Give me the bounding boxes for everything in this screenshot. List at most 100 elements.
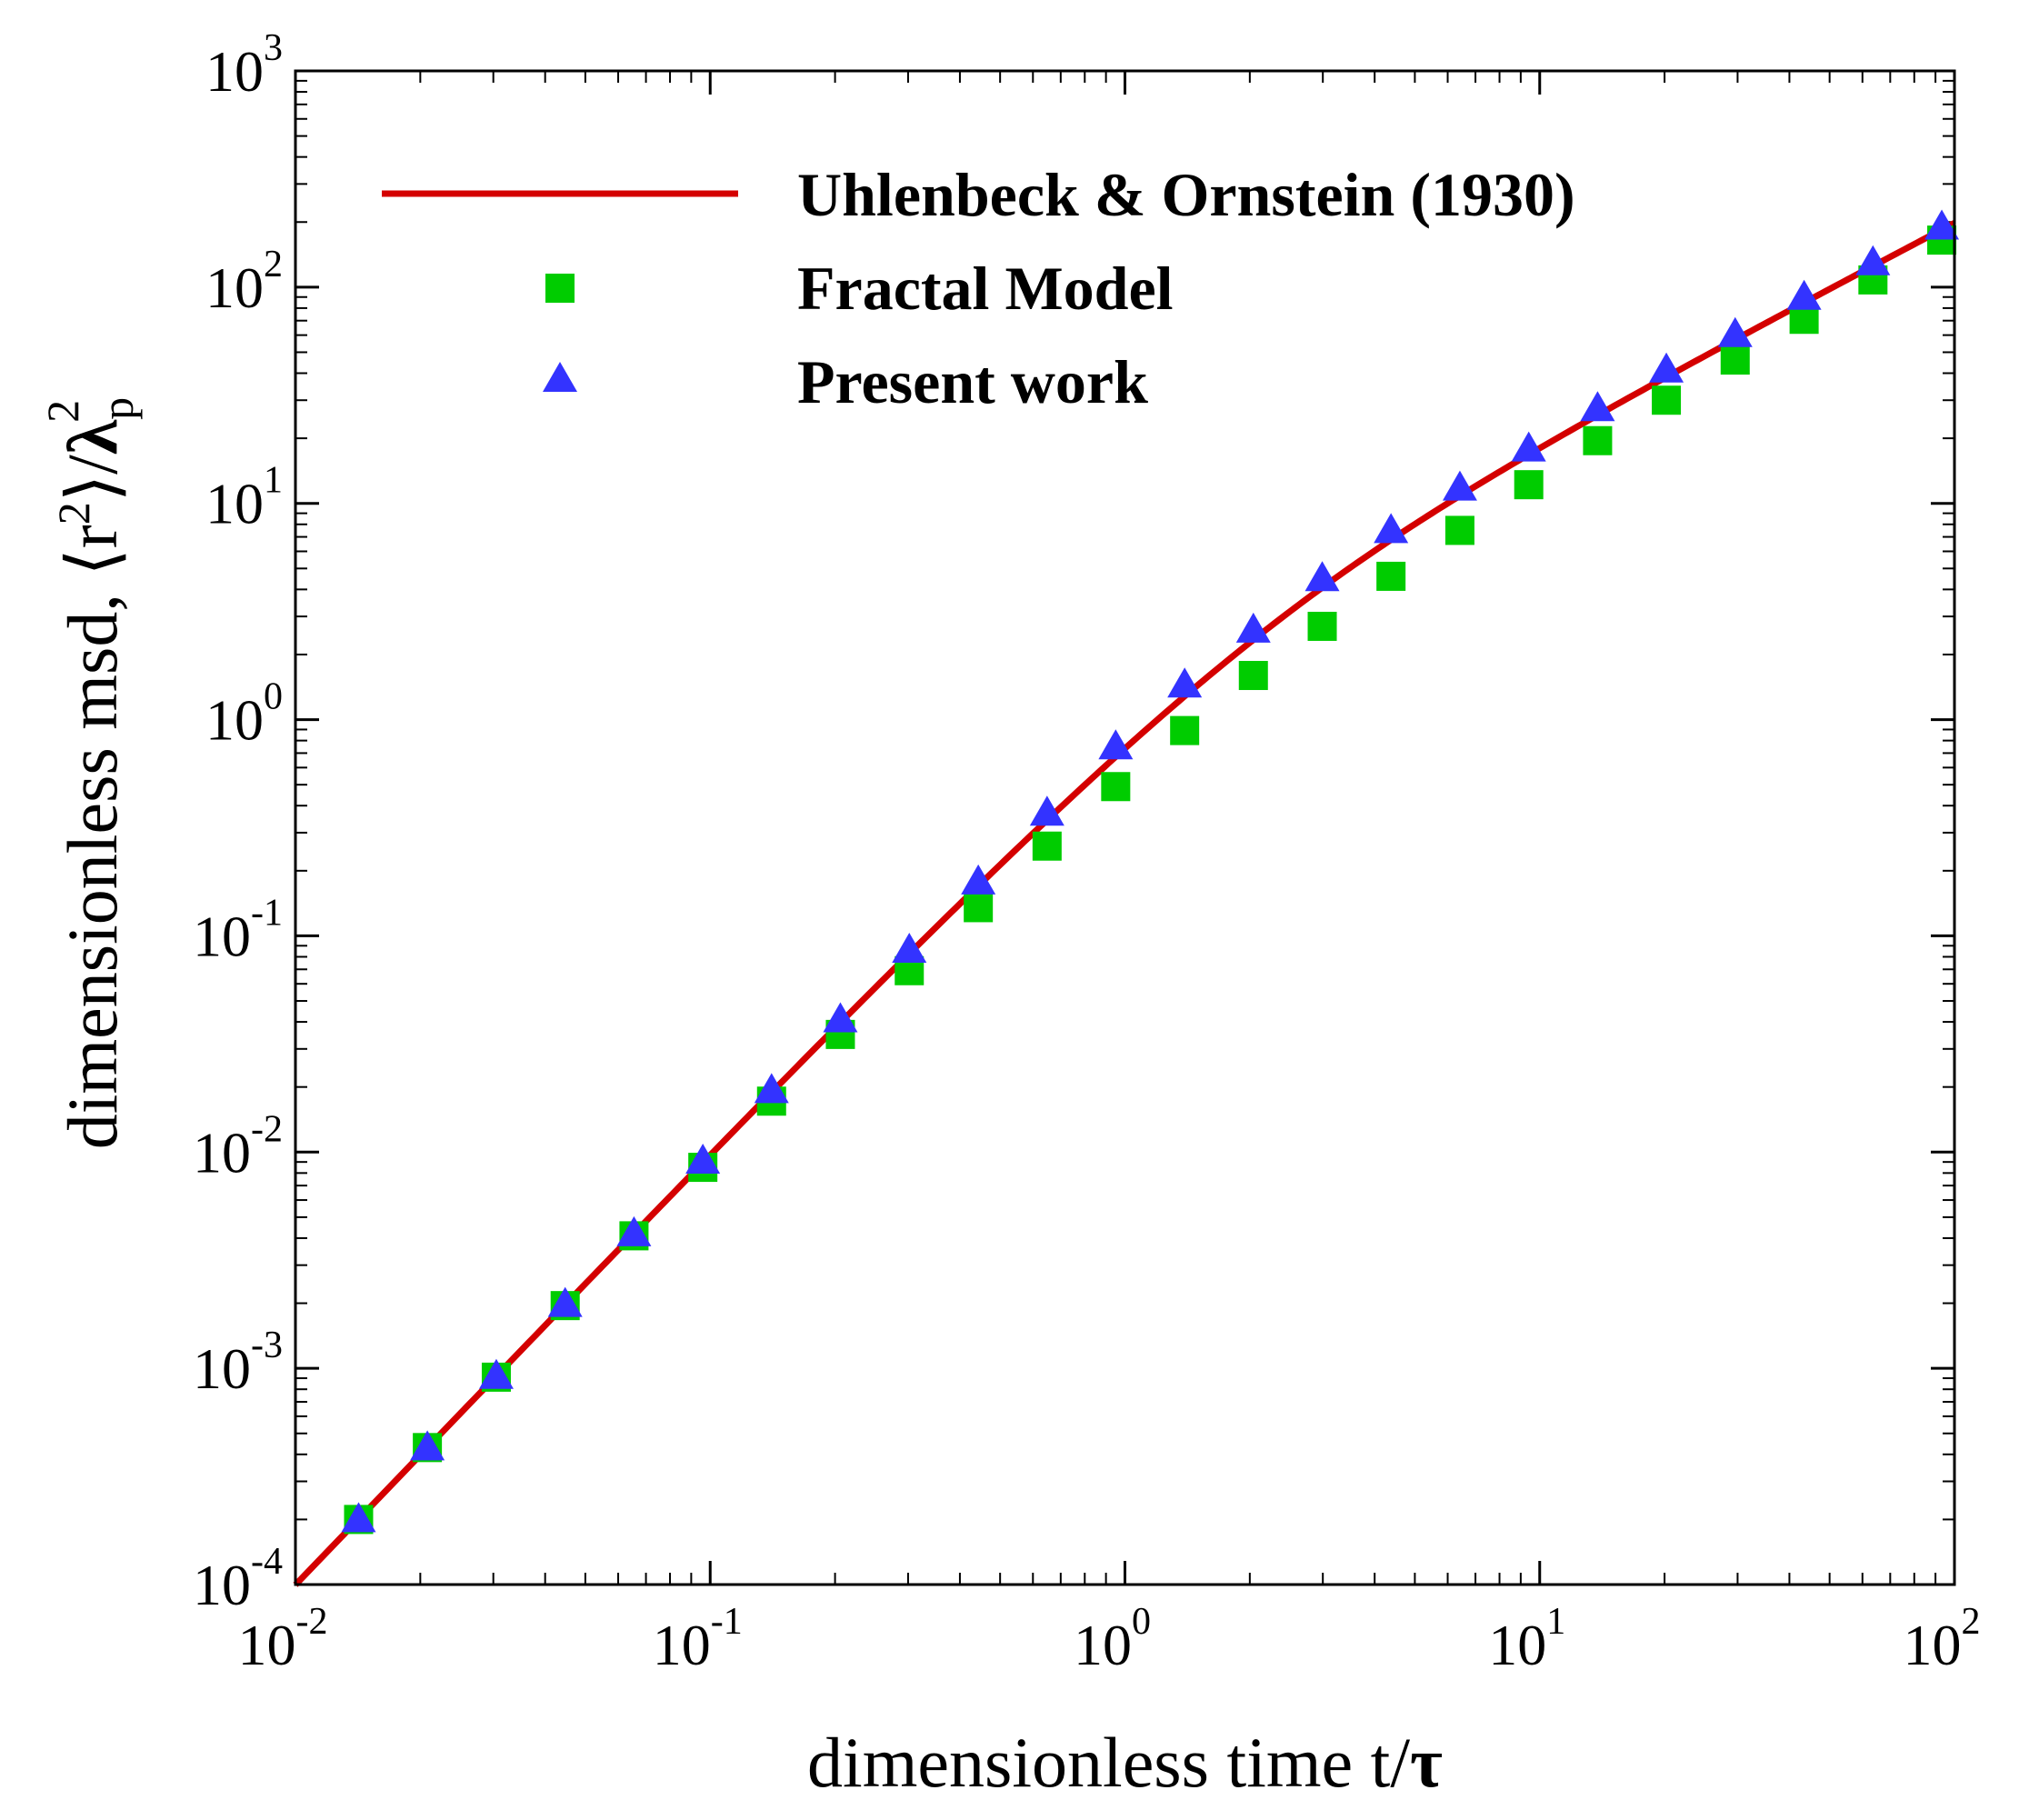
y-tick-label: 10-2 — [193, 1108, 283, 1185]
y-tick-label-exponent: 1 — [264, 460, 283, 502]
x-tick-label-exponent: 2 — [1962, 1601, 1981, 1643]
y-tick-label-base: 10 — [193, 904, 251, 968]
y-axis-title-main: dimensionless msd, — [53, 576, 132, 1150]
present-work-point — [616, 1215, 652, 1246]
y-axis-title-close-bracket: ⟩/ — [53, 455, 132, 502]
y-tick-label-exponent: 3 — [264, 27, 283, 69]
present-work-point — [1924, 209, 1960, 240]
x-tick-label-exponent: 1 — [1546, 1601, 1565, 1643]
y-tick-label: 10-4 — [193, 1541, 283, 1617]
x-tick-label: 101 — [1488, 1601, 1565, 1677]
series-lines — [293, 220, 1956, 1587]
legend-label-present-work: Present work — [797, 347, 1148, 416]
x-tick-label: 100 — [1074, 1601, 1151, 1677]
present-work-point — [892, 933, 927, 964]
present-work-point — [478, 1358, 514, 1389]
present-work-point — [410, 1430, 445, 1461]
x-axis-title-symbol: τ — [1410, 1723, 1443, 1802]
y-tick-label-base: 10 — [193, 1336, 251, 1401]
y-tick-label-exponent: -1 — [251, 892, 283, 934]
x-tick-label-exponent: -2 — [296, 1601, 328, 1643]
uhlenbeck-ornstein-curve — [293, 220, 1956, 1587]
y-tick-label: 100 — [205, 676, 283, 753]
y-tick-label-exponent: -3 — [251, 1325, 283, 1366]
y-tick-label: 101 — [205, 460, 283, 536]
y-axis-title-r: r — [53, 525, 132, 548]
fractal-model-point — [1032, 831, 1062, 861]
y-axis-title-lambda-subscript: p — [92, 397, 143, 420]
fractal-model-point — [1652, 385, 1682, 415]
present-work-point — [1511, 431, 1546, 462]
x-tick-label-base: 10 — [1904, 1613, 1962, 1677]
y-tick-label-base: 10 — [205, 255, 264, 320]
present-work-point — [1167, 667, 1203, 698]
x-tick-label-base: 10 — [238, 1613, 296, 1677]
present-work-point — [1580, 391, 1615, 422]
x-axis-title: dimensionless time t/τ — [807, 1723, 1443, 1802]
y-axis-title: dimensionless msd, ⟨r2⟩/λp2 — [37, 397, 143, 1149]
y-tick-label: 10-3 — [193, 1325, 283, 1401]
present-work-point — [1786, 279, 1822, 310]
y-axis-title-open-bracket: ⟨ — [53, 548, 132, 575]
fractal-model-point — [1720, 345, 1750, 375]
legend-label-fractal-model: Fractal Model — [797, 254, 1174, 323]
present-work-point — [1235, 612, 1271, 643]
y-tick-label-base: 10 — [205, 472, 264, 536]
legend: Uhlenbeck & Ornstein (1930) Fractal Mode… — [382, 160, 1575, 416]
x-tick-label-exponent: -1 — [711, 1601, 743, 1643]
fractal-model-point — [1444, 515, 1474, 545]
present-work-point — [1442, 470, 1477, 501]
y-axis-title-r-exponent: 2 — [48, 502, 99, 525]
x-tick-labels: 10-2 10-1 100 101 102 — [238, 1601, 1981, 1677]
present-work-point — [685, 1144, 721, 1175]
present-work-point — [1029, 795, 1064, 826]
y-tick-label-base: 10 — [193, 1553, 251, 1617]
y-tick-label-exponent: 2 — [264, 244, 283, 285]
y-axis-title-lambda: λ — [53, 419, 132, 455]
present-work-point — [823, 1002, 858, 1033]
present-work-point — [547, 1286, 583, 1317]
present-work-point — [1717, 316, 1753, 347]
x-tick-label: 102 — [1904, 1601, 1981, 1677]
y-tick-label-exponent: -4 — [251, 1541, 283, 1583]
present-work-point — [961, 864, 996, 895]
plot-frame — [294, 69, 1956, 1586]
x-axis-title-main: dimensionless time t/ — [807, 1723, 1410, 1802]
fractal-model-point — [1376, 561, 1406, 591]
fractal-model-point — [1583, 425, 1613, 455]
fractal-model-point — [1514, 470, 1544, 500]
x-tick-label-exponent: 0 — [1132, 1601, 1151, 1643]
fractal-model-point — [1170, 715, 1200, 745]
y-tick-label-base: 10 — [193, 1120, 251, 1185]
present-work-point — [341, 1502, 376, 1533]
legend-triangle-swatch — [543, 362, 577, 392]
present-work-point — [1855, 245, 1891, 275]
present-work-point — [754, 1073, 789, 1104]
series-markers — [341, 209, 1960, 1535]
legend-square-swatch — [545, 274, 575, 303]
present-work-point — [1304, 561, 1340, 592]
fractal-model-point — [1101, 772, 1131, 802]
y-tick-label-exponent: -2 — [251, 1108, 283, 1150]
x-tick-label-base: 10 — [1074, 1613, 1132, 1677]
x-tick-label: 10-2 — [238, 1601, 328, 1677]
y-tick-label-base: 10 — [205, 39, 264, 104]
legend-label-uhlenbeck-ornstein: Uhlenbeck & Ornstein (1930) — [797, 160, 1575, 229]
x-tick-label-base: 10 — [653, 1613, 711, 1677]
present-work-point — [1649, 352, 1684, 383]
fractal-model-point — [1307, 611, 1337, 641]
x-tick-label: 10-1 — [653, 1601, 743, 1677]
present-work-point — [1098, 729, 1134, 760]
y-tick-label: 10-1 — [193, 892, 283, 968]
y-axis-title-lambda-exponent: 2 — [37, 400, 88, 423]
y-tick-label: 103 — [205, 27, 283, 104]
y-tick-label-exponent: 0 — [264, 676, 283, 718]
y-tick-label: 102 — [205, 244, 283, 320]
x-tick-label-base: 10 — [1488, 1613, 1546, 1677]
fractal-model-point — [1238, 661, 1268, 691]
present-work-point — [1374, 513, 1409, 544]
fractal-model-point — [964, 893, 994, 923]
y-tick-label-base: 10 — [205, 688, 264, 753]
